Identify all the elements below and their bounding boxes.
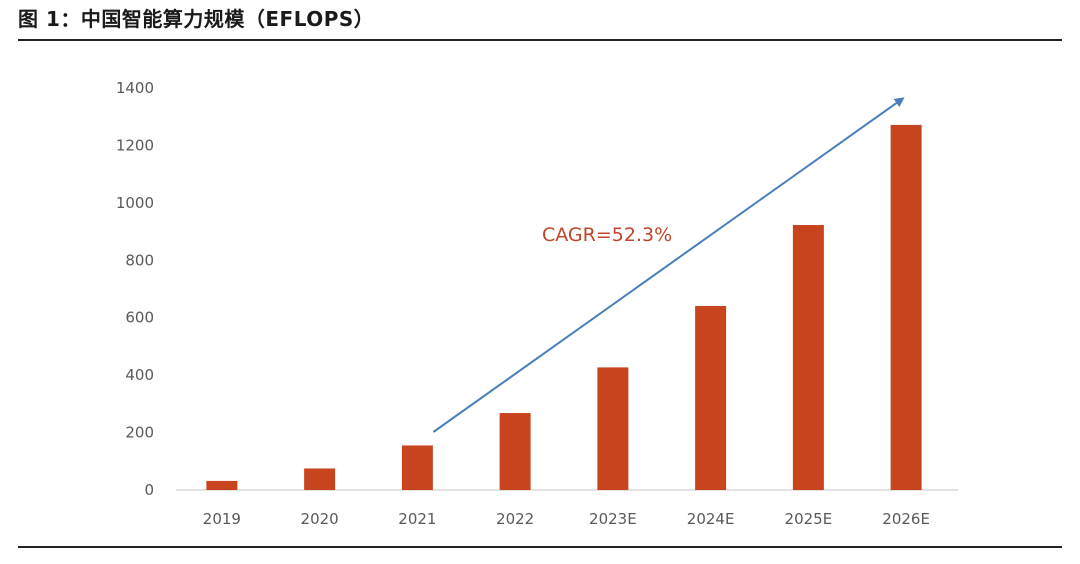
- bar-2026E: [890, 124, 922, 490]
- x-tick-label: 2024E: [687, 510, 735, 528]
- x-tick-label: 2019: [203, 510, 241, 528]
- x-tick-label: 2020: [301, 510, 339, 528]
- y-tick-label: 0: [144, 481, 154, 499]
- bar-2020: [304, 468, 336, 490]
- figure-title: 图 1：中国智能算力规模（EFLOPS）: [18, 7, 375, 31]
- y-tick-label: 400: [125, 366, 154, 384]
- y-tick-label: 200: [125, 424, 154, 442]
- y-axis-ticks: 0 200 400 600 800 1000 1200 1400: [116, 79, 154, 499]
- bar-2019: [206, 480, 238, 490]
- x-axis-ticks: 2019 2020 2021 2022 2023E 2024E 2025E 2026E: [203, 510, 930, 528]
- bar-2022: [499, 413, 531, 490]
- y-tick-label: 1000: [116, 194, 154, 212]
- y-tick-label: 1200: [116, 136, 154, 154]
- bottom-divider: [18, 546, 1062, 548]
- x-tick-label: 2026E: [882, 510, 930, 528]
- bar-2021: [401, 445, 433, 490]
- bar-2024E: [695, 306, 727, 490]
- cagr-annotation: CAGR=52.3%: [542, 224, 672, 246]
- bars-group: [206, 124, 922, 490]
- top-divider: [18, 39, 1062, 41]
- cagr-arrow: [432, 97, 905, 433]
- bar-2023E: [597, 367, 629, 490]
- x-tick-label: 2022: [496, 510, 534, 528]
- y-tick-label: 800: [125, 251, 154, 269]
- x-tick-label: 2025E: [785, 510, 833, 528]
- x-tick-label: 2021: [398, 510, 436, 528]
- x-tick-label: 2023E: [589, 510, 637, 528]
- y-tick-label: 600: [125, 309, 154, 327]
- y-tick-label: 1400: [116, 79, 154, 97]
- bar-2025E: [792, 225, 824, 490]
